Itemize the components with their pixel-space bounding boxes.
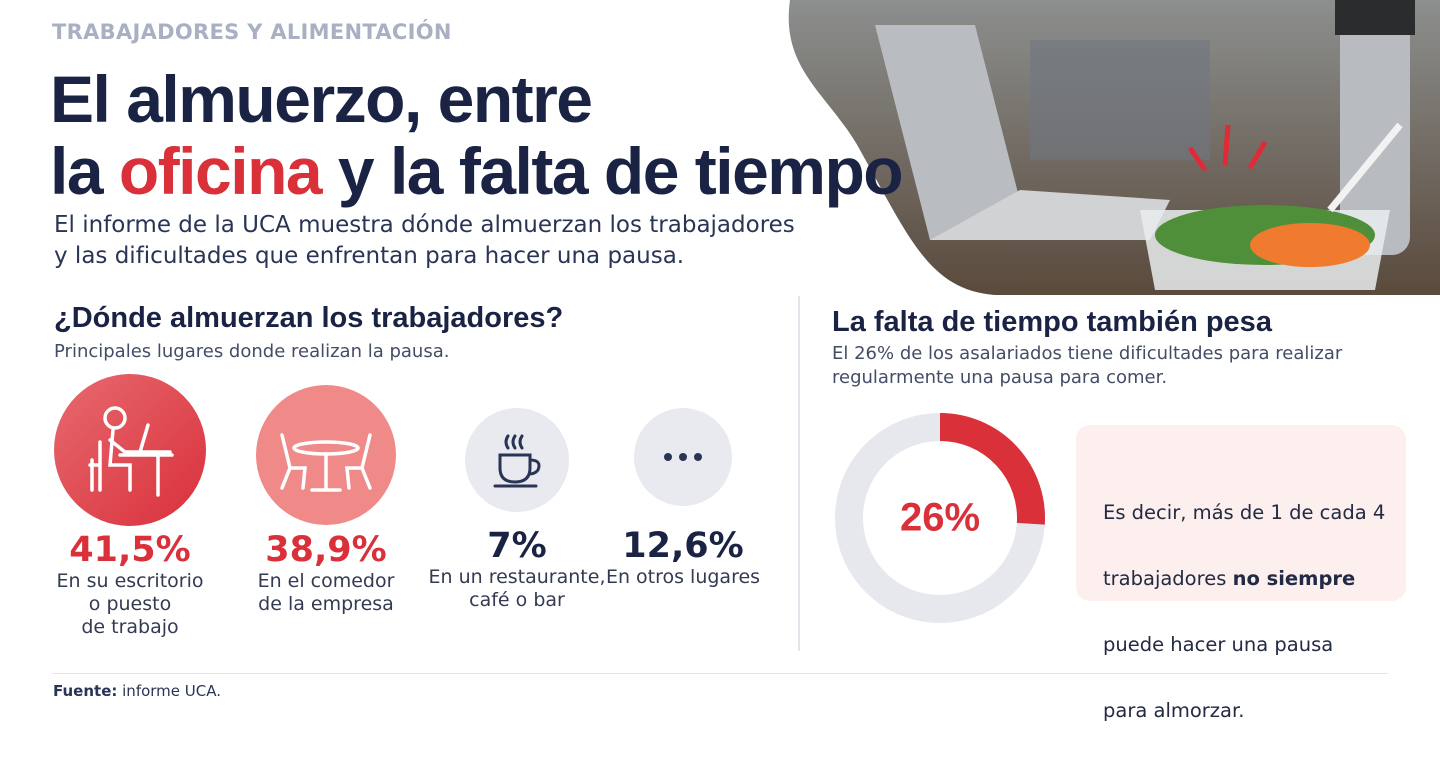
title: El almuerzo, entre <box>50 62 593 136</box>
place-label: En un restaurante, <box>428 566 606 588</box>
note-text: trabajadores no siempre <box>1103 565 1385 593</box>
place-label: En el comedor <box>257 570 395 592</box>
section-text: El 26% de los asalariados tiene dificult… <box>832 343 1343 364</box>
donut-label: 26% <box>900 496 980 540</box>
title: la oficina y la falta de tiempo <box>50 138 904 204</box>
title-highlight: oficina <box>118 134 323 208</box>
section-title: ¿Dónde almuerzan los trabajadores? <box>54 302 564 334</box>
title-text: y la falta de tiempo <box>321 134 904 208</box>
donut-segment <box>939 413 1045 525</box>
place-label: de trabajo <box>81 616 179 638</box>
section-text: regularmente una pausa para comer. <box>832 367 1168 388</box>
place-item: 38,9% En el comedor de la empresa <box>236 522 416 616</box>
section-subtitle: Principales lugares donde realizan la pa… <box>54 341 450 362</box>
note-text: Es decir, más de 1 de cada 4 <box>1103 501 1386 524</box>
note-text: para almorzar. <box>1103 699 1245 722</box>
photo-illustration <box>788 0 1440 295</box>
place-label: En su escritorio <box>56 570 204 592</box>
place-item: 12,6% En otros lugares <box>593 518 773 589</box>
place-icons <box>54 374 732 526</box>
note-text: trabajadores <box>1103 567 1233 590</box>
place-value: 12,6% <box>622 526 744 566</box>
place-item: 41,5% En su escritorio o puesto de trabajo <box>40 522 220 639</box>
place-label: café o bar <box>469 589 565 611</box>
section-title: La falta de tiempo también pesa <box>832 306 1272 338</box>
title-text: la <box>50 134 119 208</box>
divider <box>798 296 800 651</box>
place-label: de la empresa <box>258 593 394 615</box>
place-label: o puesto <box>88 593 172 615</box>
place-value: 41,5% <box>69 530 191 570</box>
footer: Fuente: informe UCA. <box>53 682 221 700</box>
place-value: 38,9% <box>265 530 387 570</box>
footer-text: informe UCA. <box>117 682 222 700</box>
intro: El informe de la UCA muestra dónde almue… <box>54 212 795 238</box>
kicker: TRABAJADORES Y ALIMENTACIÓN <box>52 20 452 44</box>
note-emphasis: no siempre <box>1232 567 1356 590</box>
place-item: 7% En un restaurante, café o bar <box>417 518 617 612</box>
footer-rule <box>52 673 1388 674</box>
note-box: Es decir, más de 1 de cada 4 trabajadore… <box>1076 425 1406 722</box>
note-text: puede hacer una pausa <box>1103 633 1334 656</box>
footer-label: Fuente: <box>53 682 118 700</box>
place-value: 7% <box>487 526 547 566</box>
page: El almuerzo, entre la oficina y la falta… <box>40 0 1440 722</box>
infographic: TRABAJADORES Y ALIMENTACIÓN El almuerzo,… <box>40 0 1440 722</box>
donut-chart: 26% <box>835 413 1045 623</box>
intro: y las dificultades que enfrentan para ha… <box>54 243 685 269</box>
place-label: En otros lugares <box>605 566 761 588</box>
